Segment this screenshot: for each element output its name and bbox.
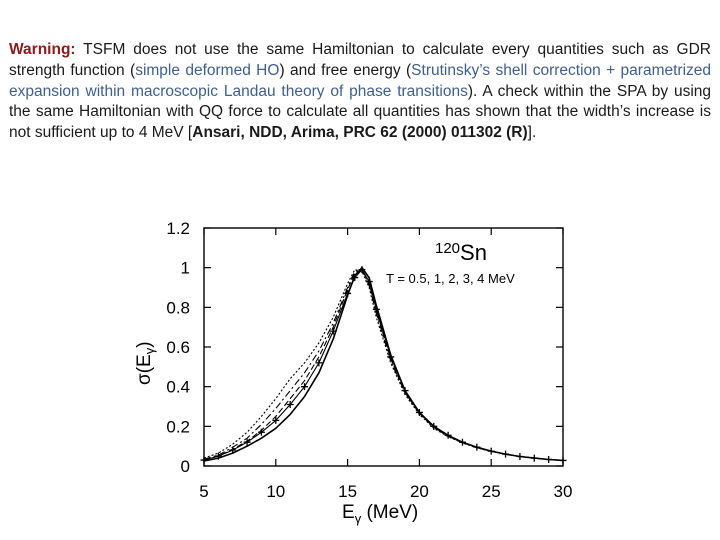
warning-label: Warning: xyxy=(9,41,76,58)
x-tick-label-0: 5 xyxy=(199,482,208,501)
warning-reference: Ansari, NDD, Arima, PRC 62 (2000) 011302… xyxy=(192,124,528,142)
plot-frame xyxy=(203,227,564,467)
series-crosses-point-3 xyxy=(243,438,251,446)
y-tick-label-0: 0 xyxy=(181,457,190,476)
series-dashed-line xyxy=(203,269,564,461)
series-crosses-line xyxy=(203,269,564,461)
series-crosses-point-7 xyxy=(301,383,309,391)
y-tick-label-3: 0.6 xyxy=(166,338,190,357)
series-solid-line xyxy=(203,266,564,462)
x-tick-label-4: 25 xyxy=(482,482,501,501)
y-axis-title-main: σ(E xyxy=(134,354,155,385)
nucleus-symbol: Sn xyxy=(460,240,487,265)
series-crosses-point-6 xyxy=(286,401,294,409)
nucleus-label: 120Sn xyxy=(435,240,487,265)
y-tick-label-6: 1.2 xyxy=(166,219,190,238)
temperature-legend: T = 0.5, 1, 2, 3, 4 MeV xyxy=(386,271,515,286)
warning-text-1: TSFM does not use the same Hamiltonian t… xyxy=(9,41,711,79)
series-crosses-point-5 xyxy=(272,416,280,424)
x-axis-title-unit: (MeV) xyxy=(361,502,418,523)
x-tick-label-5: 30 xyxy=(554,482,573,501)
y-tick-label-2: 0.4 xyxy=(166,378,190,397)
series-dotted-line xyxy=(203,269,564,461)
series-dashdot-line xyxy=(203,269,564,461)
x-tick-label-2: 15 xyxy=(338,482,357,501)
warning-paragraph: Warning: TSFM does not use the same Hami… xyxy=(9,40,711,144)
x-tick-label-3: 20 xyxy=(410,482,429,501)
warning-text-4: ]. xyxy=(527,124,537,142)
y-axis-title-sub: γ xyxy=(142,347,157,354)
warning-text-strutinsky: Strutinsky’s shell correction + parametr… xyxy=(9,61,712,100)
warning-text-ho: simple deformed HO xyxy=(135,61,280,79)
y-axis-title: σ(Eγ) xyxy=(134,341,157,385)
nucleus-mass-number: 120 xyxy=(435,240,460,257)
x-axis-title: Eγ (MeV) xyxy=(342,502,418,526)
warning-text-2: ) and free energy ( xyxy=(279,61,412,79)
warning-text-3: ). A check within the SPA by using the s… xyxy=(9,82,712,142)
plot-axes xyxy=(203,227,564,467)
x-axis-title-sub: γ xyxy=(355,511,362,526)
y-tick-label-4: 0.8 xyxy=(166,298,190,317)
x-tick-label-1: 10 xyxy=(266,482,285,501)
series-crosses-point-8 xyxy=(315,359,323,367)
axis-ticks: 5 10 15 20 25 30 0 0.2 0.4 0.6 0.8 1 1.2 xyxy=(166,219,572,501)
x-axis-title-main: E xyxy=(342,502,355,523)
y-tick-label-1: 0.2 xyxy=(166,417,190,436)
y-axis-title-close: ) xyxy=(134,341,155,347)
y-tick-label-5: 1 xyxy=(181,259,190,278)
plot-series xyxy=(200,266,567,464)
